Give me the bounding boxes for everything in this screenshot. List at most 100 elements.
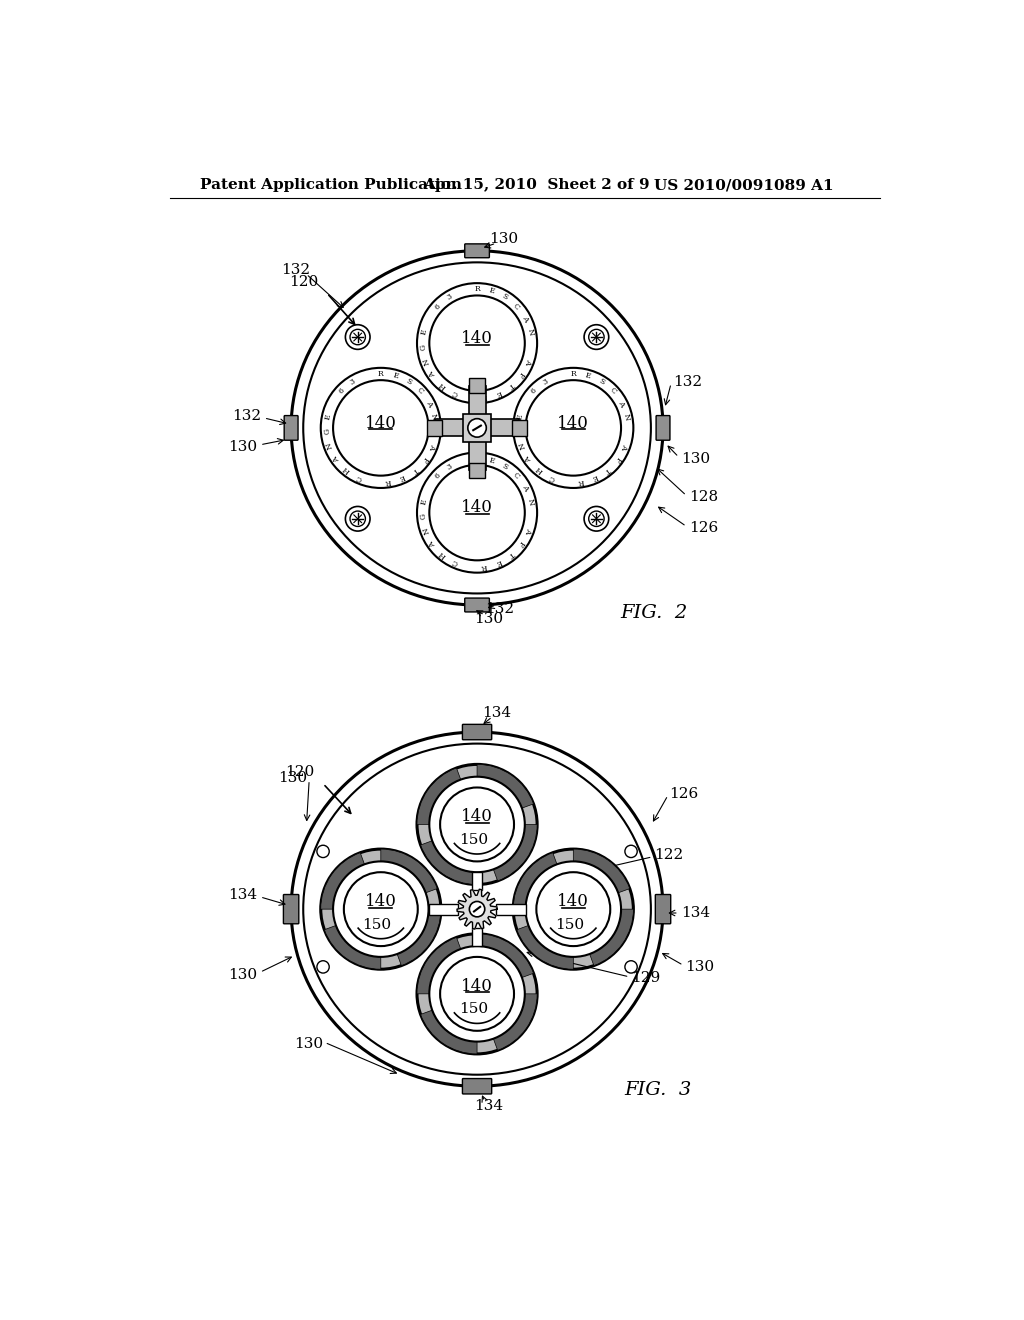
Text: H: H <box>438 380 449 391</box>
FancyBboxPatch shape <box>656 416 670 441</box>
Text: 129: 129 <box>631 972 660 986</box>
Text: 132: 132 <box>232 409 261 424</box>
Polygon shape <box>497 904 525 915</box>
Text: N: N <box>517 441 527 450</box>
Wedge shape <box>477 933 534 978</box>
Text: E: E <box>495 557 503 566</box>
Text: C: C <box>452 557 460 566</box>
Text: C: C <box>512 301 521 312</box>
Text: C: C <box>355 473 364 482</box>
Circle shape <box>625 845 637 858</box>
Wedge shape <box>397 909 441 966</box>
Text: R: R <box>474 285 480 293</box>
Circle shape <box>525 380 621 475</box>
Text: 150: 150 <box>362 917 391 932</box>
Circle shape <box>589 330 604 345</box>
Circle shape <box>345 507 370 531</box>
Text: 132: 132 <box>282 263 310 277</box>
Circle shape <box>316 961 330 973</box>
Text: A: A <box>424 399 433 408</box>
Circle shape <box>440 957 514 1031</box>
Text: C: C <box>512 471 521 480</box>
Text: R: R <box>474 454 480 463</box>
Text: T: T <box>411 465 420 474</box>
Text: 130: 130 <box>474 612 503 626</box>
Text: 120: 120 <box>289 275 318 289</box>
Text: S: S <box>404 378 413 387</box>
Text: A: A <box>520 314 529 322</box>
Text: 6: 6 <box>433 302 442 312</box>
FancyBboxPatch shape <box>284 895 299 924</box>
FancyBboxPatch shape <box>285 416 298 441</box>
Text: A: A <box>523 358 532 366</box>
Text: US 2010/0091089 A1: US 2010/0091089 A1 <box>654 178 834 193</box>
Text: A: A <box>520 483 529 492</box>
Text: Patent Application Publication: Patent Application Publication <box>200 178 462 193</box>
Text: 126: 126 <box>689 521 718 535</box>
Text: E: E <box>391 371 399 380</box>
Text: A: A <box>523 527 532 535</box>
Text: 140: 140 <box>461 808 493 825</box>
Text: 150: 150 <box>459 833 487 847</box>
Wedge shape <box>417 937 461 994</box>
Text: E: E <box>420 329 429 335</box>
Text: 3: 3 <box>444 462 454 471</box>
Text: 122: 122 <box>654 849 683 862</box>
Text: G: G <box>419 513 427 520</box>
Text: 120: 120 <box>286 766 314 779</box>
Text: S: S <box>501 462 509 471</box>
Text: 130: 130 <box>681 451 711 466</box>
Text: E: E <box>487 286 496 296</box>
Text: R: R <box>378 370 384 378</box>
Wedge shape <box>517 925 573 969</box>
Circle shape <box>417 284 538 404</box>
Circle shape <box>316 845 330 858</box>
Text: F: F <box>420 454 430 463</box>
Wedge shape <box>421 841 477 884</box>
Text: C: C <box>608 387 617 396</box>
Text: C: C <box>452 388 460 397</box>
Circle shape <box>469 902 484 917</box>
Bar <box>512 420 527 436</box>
Text: R: R <box>385 477 391 486</box>
Circle shape <box>321 849 441 969</box>
Polygon shape <box>429 904 458 915</box>
Circle shape <box>345 325 370 350</box>
Circle shape <box>513 849 634 969</box>
Circle shape <box>429 465 524 561</box>
Circle shape <box>584 507 608 531</box>
Polygon shape <box>472 873 482 890</box>
Wedge shape <box>477 764 534 808</box>
Text: FIG.  2: FIG. 2 <box>621 603 688 622</box>
Bar <box>463 414 490 442</box>
Text: N: N <box>525 329 535 337</box>
Text: F: F <box>612 454 623 463</box>
Text: 130: 130 <box>228 440 258 454</box>
Text: E: E <box>591 473 599 482</box>
FancyBboxPatch shape <box>463 1078 492 1094</box>
Circle shape <box>344 873 418 946</box>
Text: N: N <box>622 413 631 421</box>
Wedge shape <box>590 909 634 966</box>
Text: 150: 150 <box>555 917 584 932</box>
FancyBboxPatch shape <box>465 598 489 612</box>
Circle shape <box>429 296 524 391</box>
Text: T: T <box>507 380 516 389</box>
Text: 134: 134 <box>474 1098 503 1113</box>
Text: A: A <box>332 454 342 463</box>
Circle shape <box>440 788 514 862</box>
Text: 3: 3 <box>348 378 357 387</box>
Circle shape <box>589 511 604 527</box>
Circle shape <box>350 330 366 345</box>
Text: G: G <box>515 428 523 434</box>
Wedge shape <box>321 853 365 909</box>
Wedge shape <box>325 925 381 969</box>
Text: A: A <box>524 454 535 463</box>
Text: 130: 130 <box>279 771 307 785</box>
Text: H: H <box>438 549 449 560</box>
Text: 134: 134 <box>481 706 511 719</box>
Text: A: A <box>428 539 438 548</box>
Text: N: N <box>326 441 335 450</box>
Text: T: T <box>603 465 611 474</box>
Text: 150: 150 <box>459 1002 487 1016</box>
